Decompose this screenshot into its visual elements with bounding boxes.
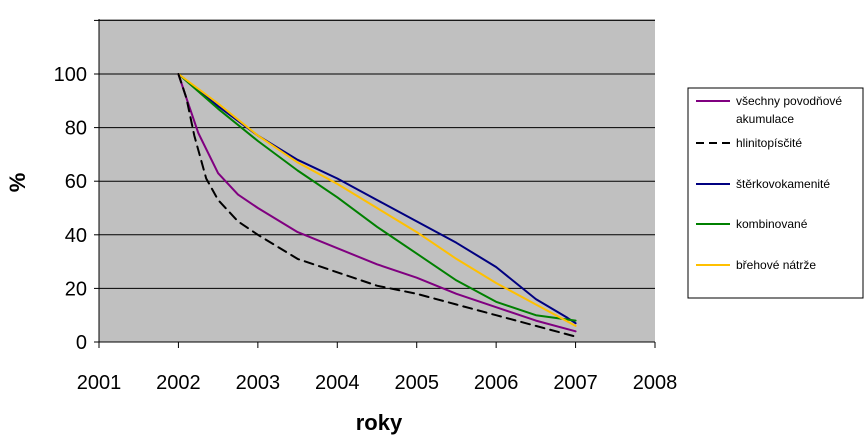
legend-label: kombinované bbox=[736, 217, 808, 231]
series-line bbox=[177, 73, 577, 327]
y-tick-label: 20 bbox=[65, 278, 87, 300]
plot-area bbox=[99, 19, 655, 342]
x-axis-title: roky bbox=[356, 410, 403, 435]
series-group bbox=[177, 73, 577, 338]
x-tick-label: 2004 bbox=[315, 372, 360, 394]
legend-label: štěrkovokamenité bbox=[736, 177, 830, 191]
legend-box bbox=[687, 87, 864, 299]
x-tick-label: 2002 bbox=[156, 372, 201, 394]
x-tick-label: 2005 bbox=[394, 372, 439, 394]
y-tick-label: 60 bbox=[65, 171, 87, 193]
y-tick-label: 40 bbox=[65, 225, 87, 247]
axes: 0 20 40 60 80 100 2001 2002 2003 2004 2005 2006 2007… bbox=[54, 19, 678, 394]
series-line bbox=[177, 73, 577, 333]
x-tick-label: 2007 bbox=[553, 372, 598, 394]
y-tick-label: 80 bbox=[65, 118, 87, 140]
y-tick-label: 100 bbox=[54, 64, 87, 86]
x-tick-label: 2008 bbox=[633, 372, 678, 394]
legend: všechny povodňové akumulace hlinitopísčité… bbox=[687, 87, 864, 299]
x-tick-label: 2006 bbox=[474, 372, 519, 394]
y-tick-label: 0 bbox=[76, 332, 87, 354]
legend-label: hlinitopísčité bbox=[736, 136, 802, 150]
legend-label: akumulace bbox=[736, 112, 794, 126]
x-tick-label: 2001 bbox=[77, 372, 122, 394]
plot-background bbox=[99, 19, 655, 342]
series-line bbox=[177, 73, 577, 338]
x-tick-label: 2003 bbox=[236, 372, 281, 394]
series-line bbox=[177, 73, 577, 322]
legend-label: břehové nátrže bbox=[736, 258, 816, 272]
legend-label: všechny povodňové bbox=[736, 94, 842, 108]
y-axis-title: % bbox=[5, 173, 30, 193]
